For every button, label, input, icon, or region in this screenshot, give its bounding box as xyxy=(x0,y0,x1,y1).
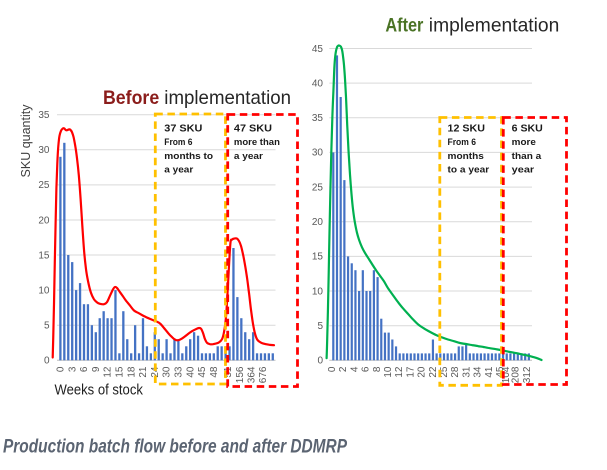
svg-text:37 SKU: 37 SKU xyxy=(164,123,202,134)
svg-text:From 6: From 6 xyxy=(448,137,477,147)
svg-text:208: 208 xyxy=(511,366,522,383)
svg-text:31: 31 xyxy=(461,366,472,378)
svg-text:months to: months to xyxy=(164,151,213,161)
svg-text:10: 10 xyxy=(38,285,50,296)
svg-text:18: 18 xyxy=(126,366,137,378)
svg-text:40: 40 xyxy=(185,366,196,378)
svg-text:33: 33 xyxy=(174,366,185,378)
svg-text:5: 5 xyxy=(317,321,323,332)
svg-text:34: 34 xyxy=(473,366,484,378)
svg-text:more: more xyxy=(512,137,536,147)
svg-text:Production batch flow before a: Production batch flow before and after D… xyxy=(3,437,347,458)
svg-text:0: 0 xyxy=(327,366,338,372)
svg-text:than a: than a xyxy=(512,151,542,161)
svg-text:2: 2 xyxy=(338,366,349,372)
svg-text:0: 0 xyxy=(44,356,50,367)
svg-text:15: 15 xyxy=(38,250,50,261)
svg-text:0: 0 xyxy=(56,366,67,372)
svg-text:9: 9 xyxy=(91,366,102,372)
svg-text:35: 35 xyxy=(312,113,324,124)
svg-text:312: 312 xyxy=(522,366,533,383)
svg-text:12: 12 xyxy=(394,366,405,378)
svg-text:months: months xyxy=(448,151,484,161)
svg-text:25: 25 xyxy=(439,366,450,378)
svg-text:45: 45 xyxy=(197,366,208,378)
svg-text:implementation: implementation xyxy=(164,87,291,109)
svg-text:20: 20 xyxy=(38,215,50,226)
svg-text:22: 22 xyxy=(428,366,439,378)
svg-text:17: 17 xyxy=(405,366,416,378)
svg-text:3: 3 xyxy=(67,366,78,372)
svg-text:364: 364 xyxy=(247,366,258,383)
svg-text:implementation: implementation xyxy=(429,16,560,37)
svg-text:year: year xyxy=(512,165,535,175)
svg-text:30: 30 xyxy=(38,145,50,156)
svg-text:5: 5 xyxy=(44,321,50,332)
svg-text:8: 8 xyxy=(372,366,383,372)
svg-text:a year: a year xyxy=(164,165,193,175)
svg-text:more than: more than xyxy=(234,137,280,147)
svg-text:10: 10 xyxy=(312,286,324,297)
svg-text:0: 0 xyxy=(317,356,323,367)
svg-text:a year: a year xyxy=(234,151,263,161)
svg-text:15: 15 xyxy=(312,252,324,263)
svg-text:12: 12 xyxy=(103,366,114,378)
svg-text:30: 30 xyxy=(162,366,173,378)
svg-text:6: 6 xyxy=(361,366,372,372)
svg-text:21: 21 xyxy=(138,366,149,378)
svg-text:20: 20 xyxy=(417,366,428,378)
svg-text:20: 20 xyxy=(312,217,324,228)
svg-text:15: 15 xyxy=(115,366,126,378)
svg-text:40: 40 xyxy=(312,78,324,89)
svg-text:4: 4 xyxy=(349,366,360,372)
svg-text:6: 6 xyxy=(79,366,90,372)
svg-text:104: 104 xyxy=(501,366,512,383)
svg-text:25: 25 xyxy=(38,180,50,191)
svg-text:156: 156 xyxy=(235,366,246,383)
svg-text:47 SKU: 47 SKU xyxy=(234,123,272,134)
svg-text:24: 24 xyxy=(150,366,161,378)
svg-text:676: 676 xyxy=(258,366,269,383)
svg-text:From 6: From 6 xyxy=(164,137,192,147)
svg-text:41: 41 xyxy=(484,366,495,378)
svg-text:30: 30 xyxy=(312,148,324,159)
svg-text:45: 45 xyxy=(312,44,324,55)
svg-text:SKU quantity: SKU quantity xyxy=(19,104,33,178)
svg-text:28: 28 xyxy=(450,366,461,378)
svg-text:48: 48 xyxy=(209,366,220,378)
svg-text:35: 35 xyxy=(38,110,50,121)
svg-text:Before: Before xyxy=(103,87,159,109)
svg-text:After: After xyxy=(385,16,424,37)
svg-text:Weeks of stock: Weeks of stock xyxy=(55,381,144,398)
svg-text:10: 10 xyxy=(383,366,394,378)
svg-text:12 SKU: 12 SKU xyxy=(448,123,486,134)
svg-text:to a year: to a year xyxy=(448,165,490,175)
svg-text:6 SKU: 6 SKU xyxy=(512,123,543,134)
svg-text:25: 25 xyxy=(312,182,324,193)
